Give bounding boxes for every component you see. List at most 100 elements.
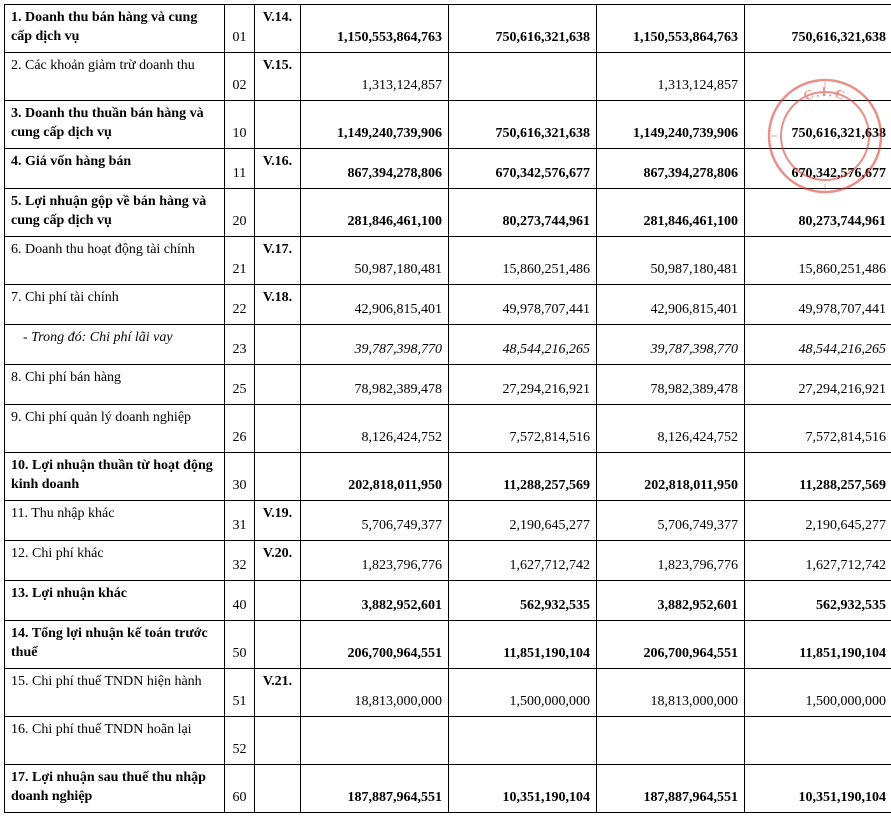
row-code: 50 [225, 621, 255, 669]
row-note [255, 365, 301, 405]
row-value: 39,787,398,770 [597, 325, 745, 365]
row-code: 26 [225, 405, 255, 453]
row-description: 12. Chi phí khác [5, 541, 225, 581]
row-value: 48,544,216,265 [745, 325, 891, 365]
row-code: 21 [225, 237, 255, 285]
row-code: 51 [225, 669, 255, 717]
row-value: 11,851,190,104 [745, 621, 891, 669]
table-row: 3. Doanh thu thuần bán hàng và cung cấp … [5, 101, 891, 149]
row-note [255, 325, 301, 365]
row-value: 206,700,964,551 [597, 621, 745, 669]
row-value: 15,860,251,486 [745, 237, 891, 285]
table-row: 8. Chi phí bán hàng2578,982,389,47827,29… [5, 365, 891, 405]
row-value: 50,987,180,481 [597, 237, 745, 285]
row-value: 7,572,814,516 [449, 405, 597, 453]
row-value: 1,313,124,857 [597, 53, 745, 101]
row-description: - Trong đó: Chi phí lãi vay [5, 325, 225, 365]
row-value: 1,823,796,776 [597, 541, 745, 581]
row-value: 42,906,815,401 [597, 285, 745, 325]
row-value: 867,394,278,806 [597, 149, 745, 189]
row-code: 60 [225, 765, 255, 813]
table-row: 14. Tổng lợi nhuận kế toán trước thuế50 2… [5, 621, 891, 669]
row-code: 20 [225, 189, 255, 237]
row-value: 15,860,251,486 [449, 237, 597, 285]
row-value: 670,342,576,677 [449, 149, 597, 189]
row-value: 80,273,744,961 [745, 189, 891, 237]
row-value: 49,978,707,441 [745, 285, 891, 325]
row-value: 18,813,000,000 [597, 669, 745, 717]
row-value: 1,823,796,776 [301, 541, 449, 581]
row-value: 562,932,535 [449, 581, 597, 621]
row-value: 670,342,576,677 [745, 149, 891, 189]
row-description: 11. Thu nhập khác [5, 501, 225, 541]
row-code: 32 [225, 541, 255, 581]
row-value: 18,813,000,000 [301, 669, 449, 717]
row-code: 02 [225, 53, 255, 101]
row-value: 8,126,424,752 [301, 405, 449, 453]
row-description: 14. Tổng lợi nhuận kế toán trước thuế [5, 621, 225, 669]
row-description: 15. Chi phí thuế TNDN hiện hành [5, 669, 225, 717]
row-note [255, 189, 301, 237]
row-description: 10. Lợi nhuận thuần từ hoạt động kinh do… [5, 453, 225, 501]
row-note [255, 581, 301, 621]
row-note: V.21. [255, 669, 301, 717]
row-description: 4. Giá vốn hàng bán [5, 149, 225, 189]
row-value: 202,818,011,950 [301, 453, 449, 501]
row-value: 2,190,645,277 [449, 501, 597, 541]
row-value: 750,616,321,638 [449, 5, 597, 53]
row-value: 187,887,964,551 [301, 765, 449, 813]
row-note: V.20. [255, 541, 301, 581]
row-code: 25 [225, 365, 255, 405]
row-value: 11,288,257,569 [745, 453, 891, 501]
table-row: 11. Thu nhập khác31V.19.5,706,749,3772,1… [5, 501, 891, 541]
row-value: 42,906,815,401 [301, 285, 449, 325]
table-row: 4. Giá vốn hàng bán11V.16.867,394,278,80… [5, 149, 891, 189]
row-value: 7,572,814,516 [745, 405, 891, 453]
row-value: 750,616,321,638 [745, 101, 891, 149]
row-note [255, 405, 301, 453]
table-row: 15. Chi phí thuế TNDN hiện hành51V.21.18… [5, 669, 891, 717]
row-value: 5,706,749,377 [301, 501, 449, 541]
row-value: 1,150,553,864,763 [597, 5, 745, 53]
row-code: 30 [225, 453, 255, 501]
table-row: 6. Doanh thu hoạt động tài chính21V.17.5… [5, 237, 891, 285]
row-note [255, 765, 301, 813]
income-statement-table: 1. Doanh thu bán hàng và cung cấp dịch v… [4, 4, 891, 813]
row-description: 8. Chi phí bán hàng [5, 365, 225, 405]
row-code: 23 [225, 325, 255, 365]
table-row: 10. Lợi nhuận thuần từ hoạt động kinh do… [5, 453, 891, 501]
row-note [255, 101, 301, 149]
row-value: 80,273,744,961 [449, 189, 597, 237]
row-value: 1,313,124,857 [301, 53, 449, 101]
row-value: 202,818,011,950 [597, 453, 745, 501]
row-value: 8,126,424,752 [597, 405, 745, 453]
row-value: 3,882,952,601 [597, 581, 745, 621]
row-description: 13. Lợi nhuận khác [5, 581, 225, 621]
row-note [255, 621, 301, 669]
row-description: 9. Chi phí quản lý doanh nghiệp [5, 405, 225, 453]
row-description: 3. Doanh thu thuần bán hàng và cung cấp … [5, 101, 225, 149]
row-value: 281,846,461,100 [597, 189, 745, 237]
row-note: V.14. [255, 5, 301, 53]
row-code: 31 [225, 501, 255, 541]
table-row: - Trong đó: Chi phí lãi vay23 39,787,398,… [5, 325, 891, 365]
row-value: 1,500,000,000 [449, 669, 597, 717]
row-value: 206,700,964,551 [301, 621, 449, 669]
row-code: 40 [225, 581, 255, 621]
row-value: 1,149,240,739,906 [597, 101, 745, 149]
row-value: 10,351,190,104 [745, 765, 891, 813]
row-value: 48,544,216,265 [449, 325, 597, 365]
row-value: 3,882,952,601 [301, 581, 449, 621]
row-value: 1,627,712,742 [449, 541, 597, 581]
row-value: 27,294,216,921 [745, 365, 891, 405]
row-value: 50,987,180,481 [301, 237, 449, 285]
row-value: 11,851,190,104 [449, 621, 597, 669]
row-note: V.18. [255, 285, 301, 325]
row-value: 750,616,321,638 [449, 101, 597, 149]
row-value: 5,706,749,377 [597, 501, 745, 541]
row-code: 11 [225, 149, 255, 189]
row-description: 17. Lợi nhuận sau thuế thu nhập doanh ng… [5, 765, 225, 813]
row-description: 6. Doanh thu hoạt động tài chính [5, 237, 225, 285]
row-note: V.15. [255, 53, 301, 101]
row-value: 49,978,707,441 [449, 285, 597, 325]
